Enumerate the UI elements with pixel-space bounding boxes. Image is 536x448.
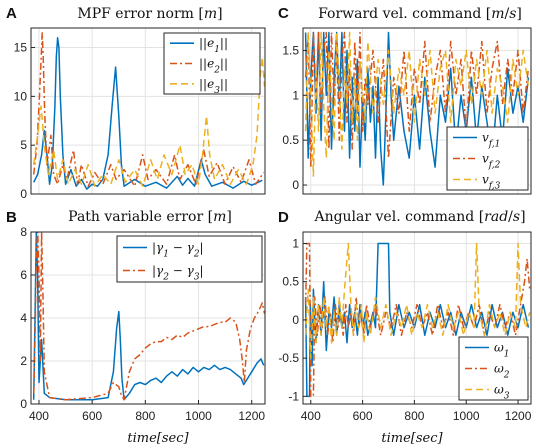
- x-tick-label: 1200: [238, 409, 265, 423]
- series-group: [32, 32, 265, 190]
- x-tick-label: 1000: [453, 409, 480, 423]
- series-line: [304, 31, 530, 168]
- y-tick-label: -0.5: [278, 351, 299, 365]
- series-group: [304, 242, 531, 398]
- y-tick-label: 10: [14, 89, 28, 103]
- panel-c-title: Forward vel. command [m/s]: [318, 6, 522, 22]
- legend-label: ||e2||: [199, 57, 228, 76]
- panel-b: B Path variable error [m] 0 2 4 6 8 400 600 800…: [6, 209, 266, 423]
- y-tick-label: 4: [20, 311, 27, 325]
- y-tick-label: 1: [292, 88, 299, 102]
- y-tick-label: 0: [292, 313, 299, 327]
- panel-letter-d: D: [278, 209, 289, 226]
- panel-letter-c: C: [278, 5, 289, 22]
- axes-frame: [30, 27, 266, 195]
- series-line: [304, 31, 530, 177]
- legend-label: vf,1: [482, 131, 500, 150]
- y-tick-label: 8: [20, 225, 27, 239]
- y-tick-label: 0.5: [282, 275, 299, 289]
- y-tick-label: 0: [20, 187, 27, 201]
- x-tick-label: 1200: [505, 409, 532, 423]
- legend-label: |γ2 − γ3|: [152, 264, 204, 283]
- x-tick-label: 600: [353, 409, 373, 423]
- panel-b-title: Path variable error [m]: [68, 209, 232, 225]
- x-tick-label: 400: [301, 409, 321, 423]
- y-tick-label: 0.5: [282, 133, 299, 147]
- legend: ω1 ω2 ω3: [458, 336, 529, 402]
- x-axis-label-left: time[sec]: [127, 431, 189, 446]
- x-tick-label: 400: [29, 409, 49, 423]
- axes-frame: [302, 27, 532, 195]
- x-tick-label: 1000: [185, 409, 212, 423]
- plot-area-d: -1 -0.5 0 0.5 1 400 600 800 1000 1200 ω1 ω2 ω3: [278, 231, 532, 423]
- y-tick-label: 0: [292, 178, 299, 192]
- plot-area-b: 0 2 4 6 8 400 600 800 1000 1200 |γ1 − γ2| |γ2 − γ3|: [20, 225, 266, 423]
- legend-box: [116, 235, 263, 283]
- legend-label: vf,3: [482, 173, 501, 192]
- panel-letter-b: B: [6, 209, 17, 226]
- x-tick-label: 800: [135, 409, 155, 423]
- legend-label: ||e3||: [199, 77, 228, 96]
- y-tick-label: 1: [292, 236, 299, 250]
- plot-area-c: 0 0.5 1 1.5 vf,1 vf,2 vf,3: [282, 27, 532, 195]
- legend: vf,1 vf,2 vf,3: [446, 126, 529, 192]
- legend-label: ω2: [494, 362, 510, 381]
- panel-d: D Angular vel. command [rad/s] -1 -0.5 0 0.…: [278, 209, 532, 423]
- y-tick-label: 15: [14, 41, 28, 55]
- panel-c: C Forward vel. command [m/s] 0 0.5 1 1.5 vf,…: [278, 5, 532, 195]
- legend-label: ||e1||: [199, 36, 228, 55]
- panel-d-title: Angular vel. command [rad/s]: [313, 209, 525, 225]
- y-tick-label: 2: [20, 354, 27, 368]
- panel-a-title: MPF error norm [m]: [77, 6, 222, 22]
- legend: |γ1 − γ2| |γ2 − γ3|: [116, 235, 263, 283]
- series-line: [304, 242, 531, 359]
- y-tick-label: 1.5: [282, 43, 299, 57]
- series-line: [304, 242, 530, 398]
- legend-label: vf,2: [482, 152, 501, 171]
- y-tick-label: -1: [288, 389, 299, 403]
- x-tick-label: 600: [82, 409, 102, 423]
- panel-letter-a: A: [6, 5, 17, 22]
- y-tick-label: 6: [20, 268, 27, 282]
- legend-label: |γ1 − γ2|: [152, 241, 204, 260]
- series-line: [32, 32, 265, 187]
- legend-label: ω3: [494, 383, 510, 402]
- series-line: [32, 232, 265, 401]
- x-tick-label: 800: [404, 409, 424, 423]
- panel-a: A MPF error norm [m] 0 5 10 15 ||e1|| ||e2|||…: [6, 5, 266, 201]
- legend-label: ω1: [494, 341, 510, 360]
- x-axis-label-right: time[sec]: [381, 431, 443, 446]
- series-line: [32, 56, 265, 187]
- plot-area-a: 0 5 10 15 ||e1|| ||e2||||e3||: [14, 27, 266, 201]
- legend: ||e1|| ||e2||||e3||: [163, 32, 261, 96]
- y-tick-label: 0: [20, 397, 27, 411]
- axes-frame: [302, 231, 532, 405]
- y-tick-label: 5: [20, 138, 27, 152]
- series-group: [32, 232, 265, 401]
